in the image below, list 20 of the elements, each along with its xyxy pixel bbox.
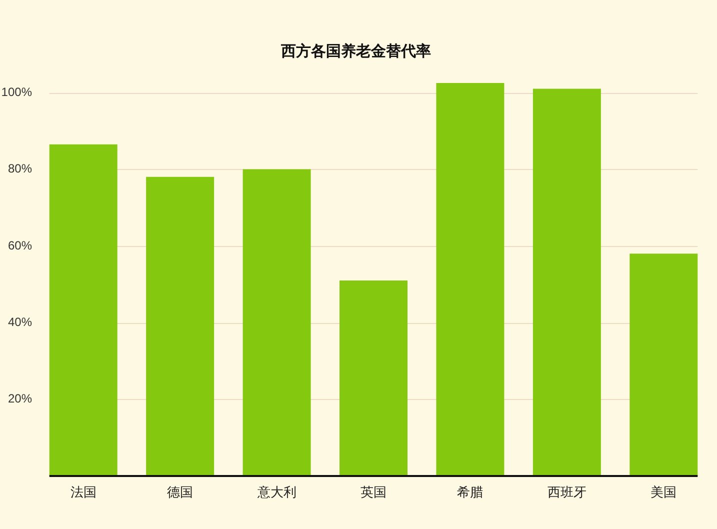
x-tick-label: 西班牙 <box>547 484 586 500</box>
bar <box>340 280 408 476</box>
x-tick-label: 英国 <box>360 484 386 500</box>
chart-title: 西方各国养老金替代率 <box>280 42 431 60</box>
x-tick-label: 德国 <box>167 484 194 500</box>
x-tick-label: 美国 <box>650 484 677 500</box>
x-tick-label: 希腊 <box>457 484 484 500</box>
bar <box>49 144 118 476</box>
bar <box>146 176 214 476</box>
bar <box>630 254 698 476</box>
y-tick-label: 40% <box>8 314 32 329</box>
bar <box>436 83 504 476</box>
x-tick-label: 法国 <box>70 484 96 500</box>
bar <box>532 88 601 476</box>
y-tick-label: 20% <box>8 392 32 406</box>
y-tick-label: 80% <box>8 162 32 176</box>
bar <box>242 169 311 476</box>
y-tick-label: 60% <box>8 238 32 252</box>
x-tick-label: 意大利 <box>256 484 296 500</box>
y-tick-label: 100% <box>1 84 32 99</box>
